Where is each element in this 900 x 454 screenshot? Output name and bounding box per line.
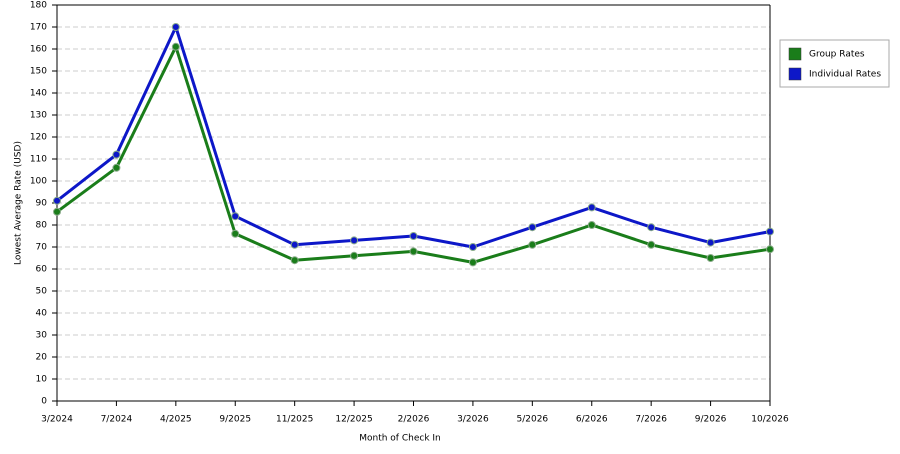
y-tick-label: 130 [30,111,47,121]
y-tick-label: 20 [36,353,48,363]
y-tick-label: 40 [36,309,48,319]
point [171,23,180,31]
point [290,256,299,265]
point [766,227,774,236]
x-tick-label: 7/2024 [101,415,133,425]
point [766,245,774,254]
y-tick-label: 60 [36,265,48,275]
point [587,221,596,229]
x-tick-label: 6/2026 [576,415,608,425]
y-tick-label: 0 [41,397,47,407]
x-tick-label: 4/2025 [160,415,192,425]
y-tick-label: 120 [30,133,47,143]
point [647,240,656,249]
point [647,223,656,232]
x-tick-label: 10/2026 [751,415,789,425]
x-tick-label: 11/2025 [276,415,313,425]
legend-swatch [788,47,802,61]
y-tick-label: 100 [30,177,47,187]
y-tick-label: 150 [30,67,47,77]
y-tick-label: 50 [36,287,48,297]
point [409,232,418,240]
legend-label: Group Rates [809,50,865,60]
x-axis-label: Month of Check In [359,434,441,444]
point [706,238,715,247]
y-tick-label: 160 [30,45,47,55]
point [53,196,61,205]
y-tick-label: 30 [36,331,48,341]
point [53,207,61,216]
point [231,229,240,238]
point [350,236,359,245]
x-tick-label: 7/2026 [635,415,667,425]
point [468,243,477,251]
y-tick-label: 10 [36,375,48,385]
point [112,150,121,159]
legend-swatch [788,67,802,81]
legend-label: Individual Rates [809,70,881,80]
point [706,254,715,262]
x-tick-label: 9/2025 [219,415,251,425]
y-axis-label: Lowest Average Rate (USD) [14,141,24,265]
point [409,247,418,256]
point [231,212,240,221]
point [290,240,299,249]
point [528,240,537,249]
point [350,251,359,260]
point [587,203,596,212]
point [528,223,537,232]
x-tick-label: 9/2026 [695,415,727,425]
point [112,163,121,172]
x-tick-label: 3/2026 [457,415,489,425]
y-tick-label: 170 [30,23,47,33]
point [171,42,180,51]
point [468,258,477,267]
x-tick-label: 2/2026 [398,415,430,425]
y-tick-label: 70 [36,243,48,253]
x-tick-label: 3/2024 [41,415,73,425]
x-tick-label: 12/2025 [335,415,372,425]
x-tick-label: 5/2026 [516,415,548,425]
y-tick-label: 110 [30,155,47,165]
y-tick-label: 90 [36,199,48,209]
y-tick-label: 180 [30,1,47,11]
y-tick-label: 80 [36,221,48,231]
y-tick-label: 140 [30,89,47,99]
